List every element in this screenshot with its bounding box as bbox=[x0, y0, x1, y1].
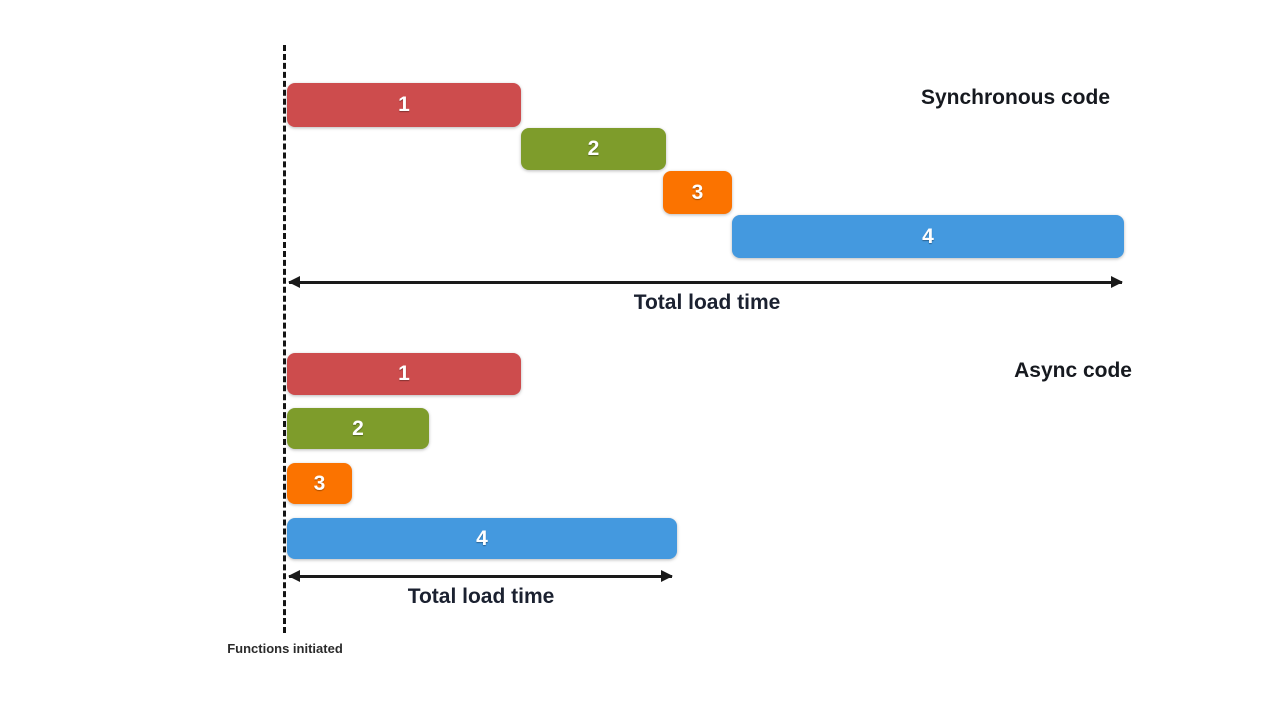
functions-initiated-label: Functions initiated bbox=[227, 641, 343, 656]
async-task-bar-4-label: 4 bbox=[476, 526, 488, 550]
sync-task-bar-2-label: 2 bbox=[587, 137, 600, 160]
sync-task-bar-4: 4 bbox=[732, 215, 1124, 258]
async-task-bar-2-label: 2 bbox=[352, 416, 364, 440]
async-task-bar-1: 1 bbox=[287, 353, 521, 395]
sync-task-bar-1: 1 bbox=[287, 83, 521, 127]
async-task-bar-1-label: 1 bbox=[398, 362, 410, 385]
async-total-load-time-arrow bbox=[288, 570, 673, 582]
sync-task-bar-1-label: 1 bbox=[398, 93, 410, 116]
sync-section-title: Synchronous code bbox=[920, 86, 1110, 109]
functions-initiated-dashed-line bbox=[283, 45, 286, 633]
async-section-title: Async code bbox=[1014, 359, 1132, 382]
async-task-bar-4: 4 bbox=[287, 518, 677, 559]
sync-task-bar-4-label: 4 bbox=[922, 224, 934, 248]
sync-total-load-time-arrow bbox=[288, 276, 1123, 288]
async-task-bar-2: 2 bbox=[287, 408, 429, 449]
async-task-bar-3-label: 3 bbox=[313, 471, 326, 495]
sync-task-bar-3: 3 bbox=[663, 171, 732, 214]
sync-task-bar-3-label: 3 bbox=[691, 180, 704, 204]
async-task-bar-3: 3 bbox=[287, 463, 352, 504]
sync-task-bar-2: 2 bbox=[521, 128, 666, 170]
async-total-load-time-label: Total load time bbox=[407, 585, 555, 608]
sync-total-load-time-label: Total load time bbox=[633, 291, 781, 314]
